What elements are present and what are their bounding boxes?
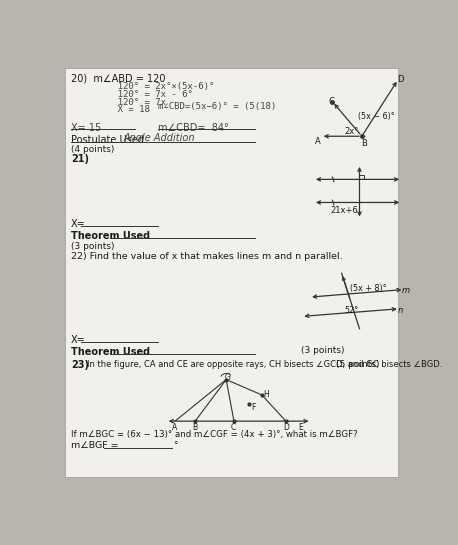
Text: In the figure, CA and CE are opposite rays, CH bisects ∠GCD, and GC bisects ∠BGD: In the figure, CA and CE are opposite ra… (87, 360, 442, 368)
Text: 22) Find the value of x that makes lines m and n parallel.: 22) Find the value of x that makes lines… (71, 252, 343, 261)
Text: m∠CBD=  84°: m∠CBD= 84° (158, 123, 229, 133)
Text: H: H (263, 390, 269, 399)
Text: (5x + 8)°: (5x + 8)° (350, 284, 387, 293)
Text: X=: X= (71, 335, 86, 345)
Text: B: B (361, 138, 367, 148)
Text: C: C (328, 97, 334, 106)
Text: (3 points): (3 points) (301, 346, 345, 355)
Text: (4 points): (4 points) (71, 145, 114, 154)
Text: D: D (283, 423, 289, 432)
Text: 120° = 7x: 120° = 7x (81, 98, 167, 107)
Text: m: m (402, 286, 410, 295)
Text: A: A (172, 423, 177, 432)
Text: X=: X= (71, 220, 86, 229)
Text: 21x+6: 21x+6 (330, 205, 358, 215)
Text: Angle Addition: Angle Addition (123, 133, 195, 143)
Text: m∠BGF =: m∠BGF = (71, 441, 119, 450)
Text: (3 points): (3 points) (71, 242, 114, 251)
Text: If m∠BGC = (6x − 13)° and m∠CGF = (4x + 3)°, what is m∠BGF?: If m∠BGC = (6x − 13)° and m∠CGF = (4x + … (71, 431, 358, 439)
Text: 120° = 2x°×(5x-6)°: 120° = 2x°×(5x-6)° (81, 82, 215, 92)
Text: 120° = 7x - 6°: 120° = 7x - 6° (81, 90, 193, 99)
Text: Theorem Used: Theorem Used (71, 231, 150, 241)
Text: E: E (298, 423, 303, 432)
Text: X= 15: X= 15 (71, 123, 102, 133)
Text: Postulate Used: Postulate Used (71, 135, 144, 145)
Text: C: C (231, 423, 236, 432)
Text: Theorem Used: Theorem Used (71, 347, 150, 357)
Text: B: B (192, 423, 197, 432)
Text: 20)  m∠ABD = 120: 20) m∠ABD = 120 (71, 73, 166, 83)
Text: D: D (397, 75, 403, 83)
FancyBboxPatch shape (65, 69, 398, 476)
Text: X = 18: X = 18 (81, 105, 150, 114)
Text: (5 points): (5 points) (336, 360, 380, 368)
Text: 21): 21) (71, 154, 89, 164)
Text: G: G (225, 373, 230, 383)
Text: n: n (398, 306, 403, 316)
Text: 23): 23) (71, 360, 89, 370)
Text: (5x − 6)°: (5x − 6)° (358, 112, 395, 120)
Text: A: A (315, 137, 321, 146)
Text: 2x°: 2x° (344, 127, 358, 136)
Text: F: F (251, 403, 256, 413)
Bar (360, 175, 364, 179)
Text: m∠CBD=(5x−6)° = (5(18): m∠CBD=(5x−6)° = (5(18) (158, 102, 276, 111)
Text: 52°: 52° (345, 306, 359, 316)
Text: °: ° (174, 441, 178, 450)
